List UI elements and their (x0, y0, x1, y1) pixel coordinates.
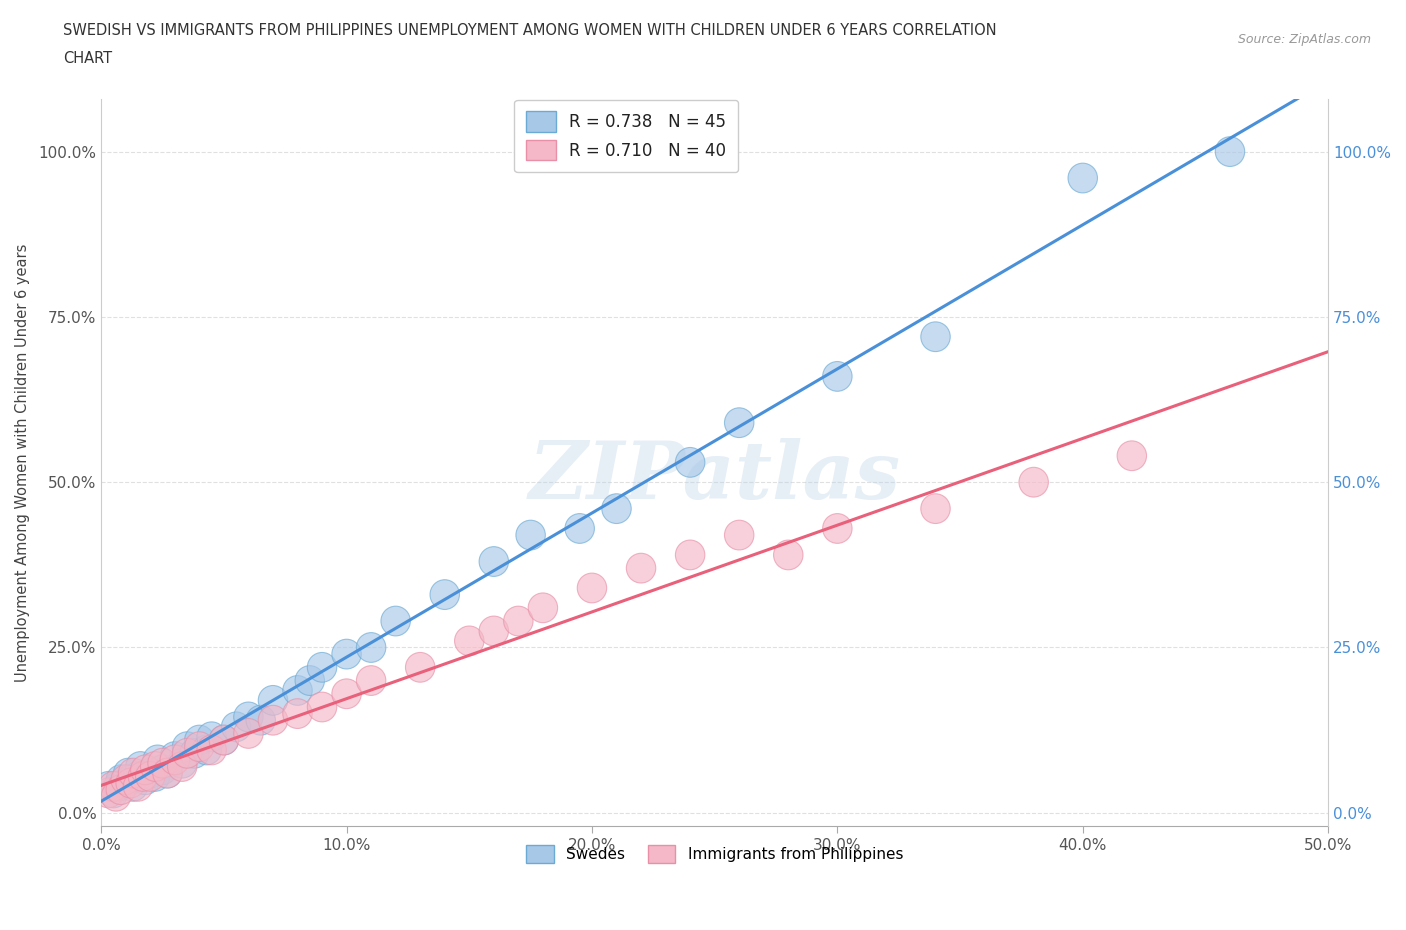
Ellipse shape (143, 745, 173, 775)
Ellipse shape (148, 755, 177, 785)
Ellipse shape (131, 764, 160, 794)
Ellipse shape (184, 725, 214, 755)
Ellipse shape (104, 772, 134, 802)
Ellipse shape (578, 573, 607, 603)
Ellipse shape (184, 732, 214, 762)
Ellipse shape (565, 513, 595, 543)
Ellipse shape (221, 712, 250, 742)
Ellipse shape (259, 705, 288, 735)
Ellipse shape (479, 547, 509, 577)
Ellipse shape (1215, 137, 1244, 166)
Ellipse shape (148, 749, 177, 778)
Ellipse shape (125, 751, 155, 781)
Ellipse shape (141, 762, 170, 791)
Ellipse shape (356, 666, 385, 696)
Ellipse shape (503, 606, 533, 636)
Ellipse shape (1069, 163, 1098, 193)
Ellipse shape (160, 745, 190, 775)
Ellipse shape (1118, 441, 1146, 471)
Ellipse shape (454, 626, 484, 656)
Ellipse shape (626, 553, 655, 583)
Ellipse shape (135, 762, 165, 791)
Ellipse shape (259, 685, 288, 715)
Ellipse shape (381, 606, 411, 636)
Ellipse shape (773, 540, 803, 570)
Ellipse shape (173, 738, 202, 768)
Legend: Swedes, Immigrants from Philippines: Swedes, Immigrants from Philippines (520, 839, 910, 870)
Ellipse shape (160, 742, 190, 772)
Text: Source: ZipAtlas.com: Source: ZipAtlas.com (1237, 33, 1371, 46)
Ellipse shape (105, 775, 135, 804)
Ellipse shape (921, 494, 950, 524)
Ellipse shape (101, 781, 131, 811)
Ellipse shape (111, 764, 141, 794)
Ellipse shape (114, 758, 143, 788)
Ellipse shape (283, 675, 312, 705)
Ellipse shape (128, 762, 157, 791)
Ellipse shape (124, 762, 153, 791)
Ellipse shape (246, 705, 276, 735)
Ellipse shape (405, 653, 434, 683)
Ellipse shape (94, 778, 124, 808)
Ellipse shape (131, 755, 160, 785)
Ellipse shape (233, 702, 263, 732)
Ellipse shape (356, 632, 385, 662)
Text: ZIPatlas: ZIPatlas (529, 438, 901, 515)
Ellipse shape (516, 520, 546, 550)
Ellipse shape (180, 738, 209, 768)
Ellipse shape (479, 616, 509, 645)
Ellipse shape (167, 751, 197, 781)
Ellipse shape (724, 520, 754, 550)
Ellipse shape (94, 772, 124, 802)
Ellipse shape (675, 447, 704, 477)
Ellipse shape (167, 749, 197, 778)
Ellipse shape (135, 758, 165, 788)
Ellipse shape (283, 698, 312, 728)
Ellipse shape (209, 725, 239, 755)
Ellipse shape (173, 732, 202, 762)
Ellipse shape (921, 322, 950, 352)
Ellipse shape (295, 666, 325, 696)
Ellipse shape (141, 751, 170, 781)
Ellipse shape (308, 692, 337, 722)
Ellipse shape (430, 579, 460, 609)
Ellipse shape (118, 758, 148, 788)
Ellipse shape (823, 513, 852, 543)
Ellipse shape (98, 772, 128, 802)
Y-axis label: Unemployment Among Women with Children Under 6 years: Unemployment Among Women with Children U… (15, 243, 30, 682)
Ellipse shape (115, 764, 145, 794)
Ellipse shape (1019, 467, 1049, 497)
Ellipse shape (98, 778, 128, 808)
Ellipse shape (233, 719, 263, 749)
Ellipse shape (308, 653, 337, 683)
Ellipse shape (675, 540, 704, 570)
Text: CHART: CHART (63, 51, 112, 66)
Ellipse shape (332, 679, 361, 709)
Ellipse shape (111, 768, 141, 798)
Text: SWEDISH VS IMMIGRANTS FROM PHILIPPINES UNEMPLOYMENT AMONG WOMEN WITH CHILDREN UN: SWEDISH VS IMMIGRANTS FROM PHILIPPINES U… (63, 23, 997, 38)
Ellipse shape (209, 725, 239, 755)
Ellipse shape (602, 494, 631, 524)
Ellipse shape (193, 735, 221, 764)
Ellipse shape (197, 722, 226, 751)
Ellipse shape (105, 764, 135, 794)
Ellipse shape (529, 593, 558, 623)
Ellipse shape (724, 408, 754, 437)
Ellipse shape (823, 362, 852, 392)
Ellipse shape (153, 758, 183, 788)
Ellipse shape (118, 772, 148, 802)
Ellipse shape (197, 735, 226, 764)
Ellipse shape (153, 758, 183, 788)
Ellipse shape (332, 639, 361, 669)
Ellipse shape (115, 768, 145, 798)
Ellipse shape (124, 772, 153, 802)
